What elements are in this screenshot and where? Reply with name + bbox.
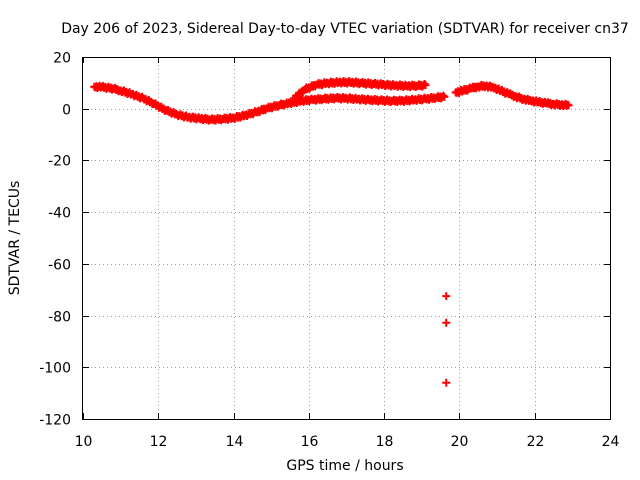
y-tick-label: 20: [53, 51, 71, 67]
x-tick-label: 10: [75, 434, 93, 450]
x-tick-label: 18: [376, 434, 394, 450]
y-tick-label: -40: [48, 206, 71, 222]
x-axis-label: GPS time / hours: [286, 458, 403, 474]
outlier-point: [442, 318, 451, 327]
series-track-c: [451, 81, 573, 111]
data-point: [420, 80, 429, 89]
y-tick-label: -100: [39, 361, 71, 377]
x-tick-label: 12: [150, 434, 168, 450]
series-outliers: [442, 292, 451, 387]
x-tick-label: 22: [527, 434, 545, 450]
data-point: [421, 81, 430, 90]
x-tick-label: 20: [451, 434, 469, 450]
y-axis-label: SDTVAR / TECUs: [7, 181, 23, 296]
y-tick-label: -60: [48, 258, 71, 274]
plot-frame: [82, 57, 611, 420]
axis-ticks: 10 12 14 16 18 20 22 24 20 0 -20 -40 -60 -80 -100 -120: [39, 51, 619, 451]
data-point: [439, 91, 448, 100]
x-tick-label: 24: [602, 434, 620, 450]
outlier-point: [442, 378, 451, 387]
chart-title: Day 206 of 2023, Sidereal Day-to-day VTE…: [61, 21, 629, 37]
data-point: [440, 92, 449, 101]
y-tick-label: -80: [48, 310, 71, 326]
series-track-a: [90, 81, 449, 125]
x-tick-label: 14: [226, 434, 244, 450]
outlier-point: [442, 292, 451, 301]
data-points: [90, 77, 573, 387]
y-tick-label: 0: [62, 103, 71, 119]
series-track-b: [289, 77, 430, 103]
x-tick-label: 16: [301, 434, 319, 450]
y-tick-label: -20: [48, 154, 71, 170]
data-point: [564, 101, 573, 110]
y-tick-label: -120: [39, 413, 71, 429]
